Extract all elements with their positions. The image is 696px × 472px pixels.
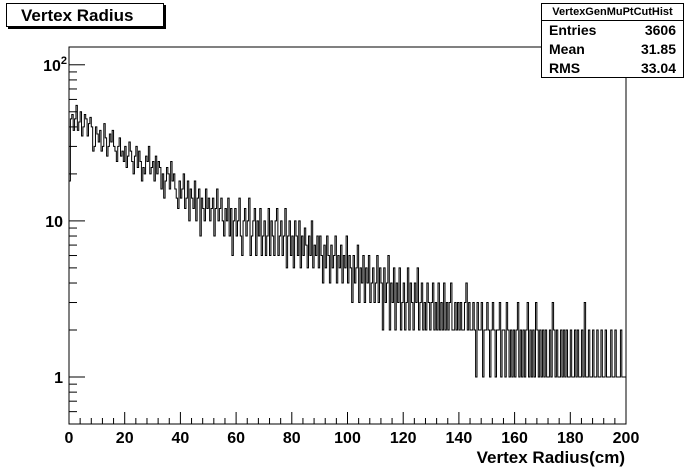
x-tick-label: 140 (446, 430, 473, 447)
y-tick-label: 102 (43, 55, 67, 75)
x-tick-label: 200 (613, 430, 640, 447)
stats-value: 33.04 (640, 60, 676, 76)
x-tick-label: 60 (227, 430, 245, 447)
x-tick-label: 80 (283, 430, 301, 447)
stats-row-mean: Mean 31.85 (542, 40, 683, 59)
x-tick-label: 0 (65, 430, 74, 447)
chart-title: Vertex Radius (6, 3, 164, 27)
stats-box: VertexGenMuPtCutHist Entries 3606 Mean 3… (541, 3, 684, 78)
stats-label: Entries (549, 22, 597, 38)
stats-value: 31.85 (640, 41, 676, 57)
x-tick-label: 100 (334, 430, 361, 447)
stats-row-rms: RMS 33.04 (542, 59, 683, 78)
x-tick-label: 180 (557, 430, 584, 447)
x-axis-label: Vertex Radius(cm) (477, 448, 625, 467)
ticks: 0 20 40 60 80 100 120 140 160 180 200 1 10 102 (43, 55, 639, 447)
histogram-series (68, 104, 627, 424)
x-tick-label: 160 (501, 430, 528, 447)
x-tick-label: 20 (116, 430, 134, 447)
stats-row-entries: Entries 3606 (542, 21, 683, 40)
stats-value: 3606 (644, 22, 676, 38)
x-tick-label: 40 (172, 430, 190, 447)
y-tick-label: 10 (45, 214, 63, 231)
stats-histogram-name: VertexGenMuPtCutHist (542, 4, 683, 21)
y-tick-label: 1 (54, 370, 63, 387)
stats-label: Mean (549, 41, 585, 57)
x-tick-label: 120 (390, 430, 417, 447)
stats-label: RMS (549, 60, 581, 76)
